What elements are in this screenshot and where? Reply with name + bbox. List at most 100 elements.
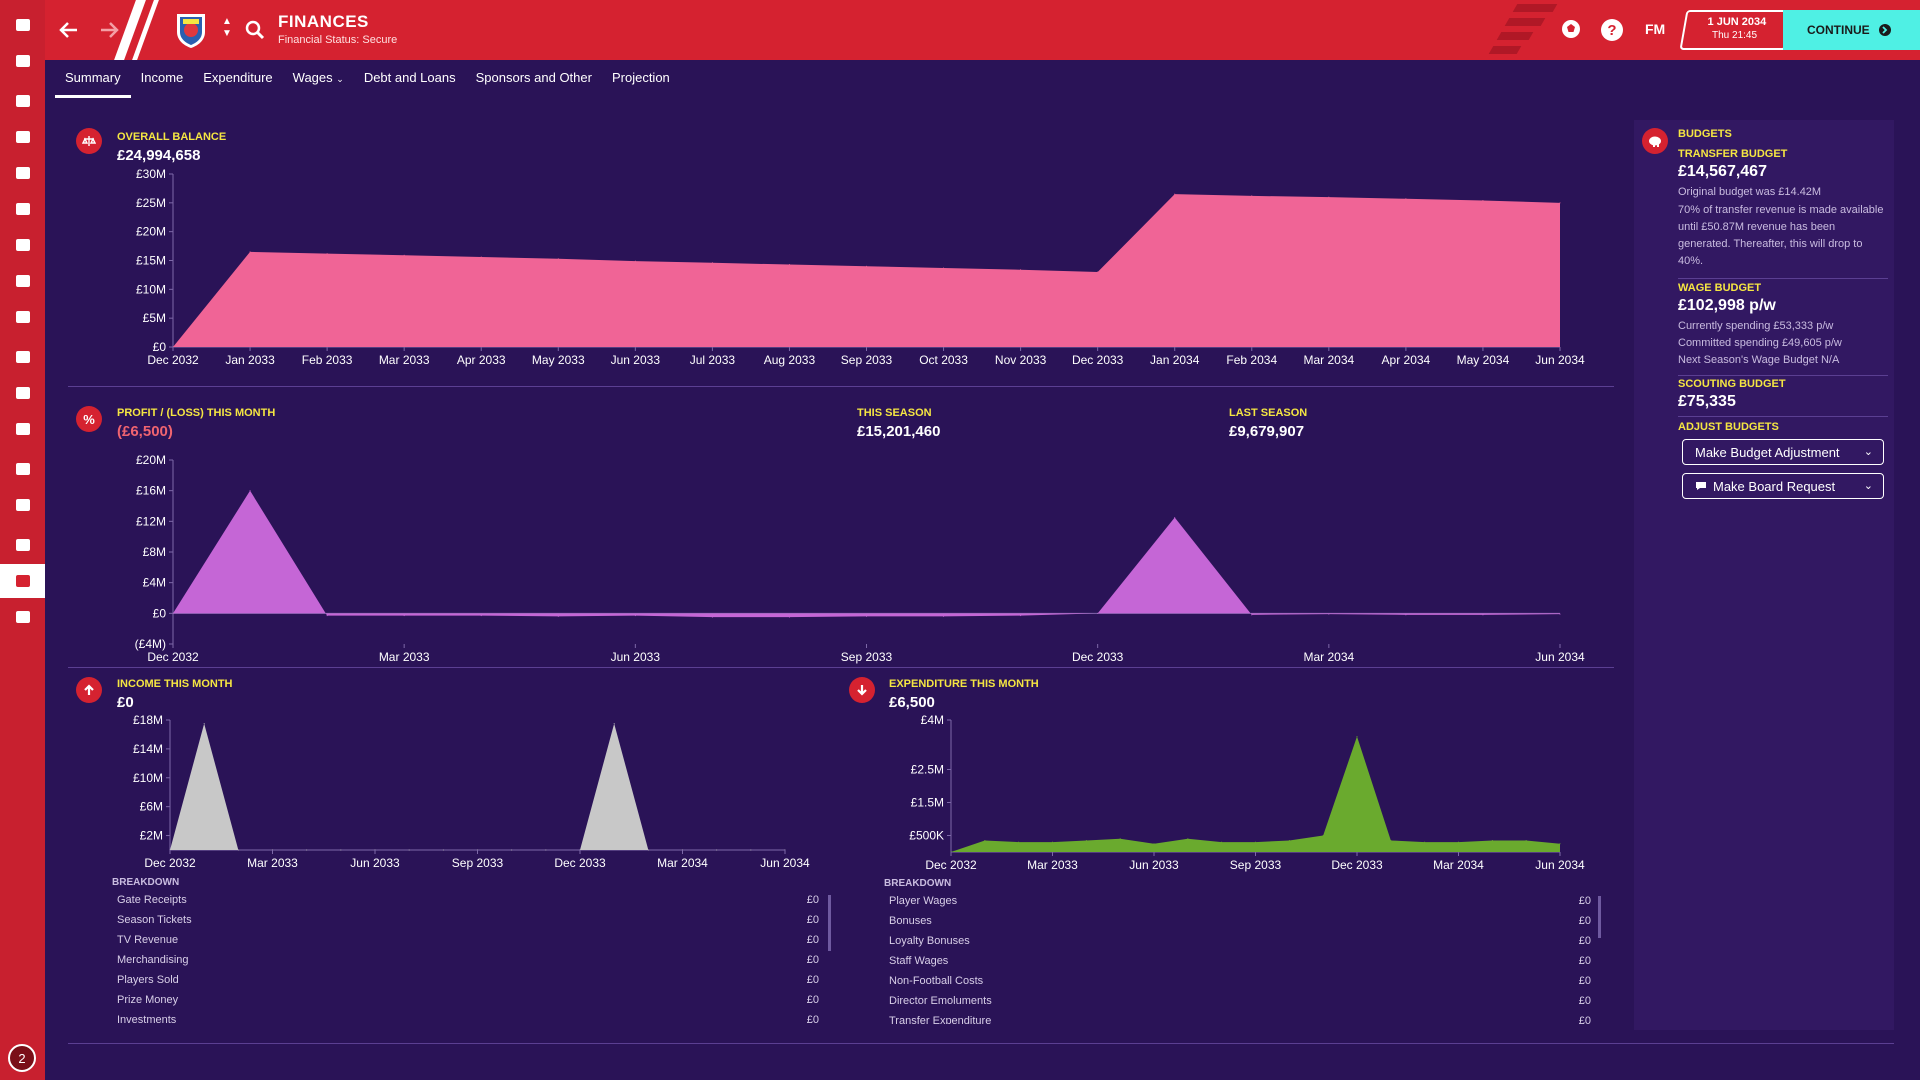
- tab-income[interactable]: Income: [131, 66, 194, 94]
- sidebar-club-vision-button[interactable]: [0, 488, 45, 522]
- tab-label: Summary: [65, 70, 121, 85]
- tab-expenditure[interactable]: Expenditure: [193, 66, 282, 94]
- sidebar-home-button[interactable]: [0, 8, 45, 42]
- profit-chart-point: [711, 616, 713, 618]
- help-icon[interactable]: ?: [1601, 19, 1623, 41]
- balance-chart-x-tick-label: Dec 2033: [1072, 353, 1124, 367]
- tab-label: Debt and Loans: [363, 70, 456, 85]
- balance-chart-point: [1020, 269, 1022, 271]
- expenditure-arrow-down-icon: [849, 677, 875, 703]
- tab-sponsors-and-other[interactable]: Sponsors and Other: [466, 66, 602, 94]
- make-budget-adjustment-button[interactable]: Make Budget Adjustment ⌄: [1682, 439, 1884, 465]
- balance-scale-icon: [76, 128, 102, 154]
- continue-button[interactable]: CONTINUE: [1783, 10, 1920, 50]
- expenditure-chart-x-tick-label: Dec 2033: [1331, 858, 1383, 872]
- profit-chart-x-tick-label: Sep 2033: [841, 650, 893, 664]
- scouting-icon: [15, 423, 30, 435]
- expenditure-breakdown-row-name: Transfer Expenditure: [889, 1015, 992, 1024]
- expenditure-breakdown-row-value: £0: [1578, 955, 1591, 967]
- tab-debt-and-loans[interactable]: Debt and Loans: [354, 66, 466, 94]
- search-icon[interactable]: [245, 20, 265, 40]
- expenditure-label: EXPENDITURE THIS MONTH: [889, 678, 1039, 690]
- club-vision-icon: [15, 499, 30, 511]
- income-scrollbar[interactable]: [828, 895, 831, 951]
- expenditure-chart-point: [1525, 839, 1527, 841]
- income-chart-x-tick-label: Mar 2033: [247, 856, 298, 870]
- profit-chart-point: [943, 615, 945, 617]
- football-icon[interactable]: [1560, 18, 1582, 40]
- transfers-icon: [15, 463, 30, 475]
- balance-chart-point: [1482, 200, 1484, 202]
- income-label: INCOME THIS MONTH: [117, 678, 233, 690]
- profit-chart-point: [1174, 517, 1176, 518]
- income-chart-x-tick-label: Dec 2032: [144, 856, 196, 870]
- tab-projection[interactable]: Projection: [602, 66, 680, 94]
- profit-chart-point: [1251, 614, 1253, 616]
- forward-arrow-icon[interactable]: [97, 18, 121, 42]
- income-chart-y-tick-label: £14M: [133, 742, 163, 756]
- balance-chart-x-tick-label: May 2034: [1457, 353, 1510, 367]
- sidebar-transfers-button[interactable]: [0, 452, 45, 486]
- budgets-divider: [1678, 416, 1888, 417]
- make-board-request-button[interactable]: Make Board Request ⌄: [1682, 473, 1884, 499]
- club-switch-icon[interactable]: ▲ ▼: [222, 16, 232, 39]
- profit-chart-x-tick-label: Mar 2033: [379, 650, 430, 664]
- page-title: FINANCES: [278, 12, 369, 31]
- expenditure-breakdown-row-name: Staff Wages: [889, 955, 949, 967]
- wage-budget-value: £102,998 p/w: [1678, 297, 1776, 314]
- expenditure-chart-x-tick-label: Dec 2032: [925, 858, 977, 872]
- balance-chart-point: [249, 251, 251, 253]
- income-chart-point: [237, 849, 239, 851]
- balance-chart-point: [557, 258, 559, 260]
- dev-centre-icon: [15, 539, 30, 551]
- expenditure-breakdown-row-value: £0: [1578, 895, 1591, 907]
- sidebar-dynamics-button[interactable]: [0, 156, 45, 190]
- chevron-down-icon: ⌄: [1863, 480, 1873, 492]
- balance-chart-point: [1251, 195, 1253, 197]
- sidebar-training-button[interactable]: [0, 264, 45, 298]
- balance-chart-point: [403, 254, 405, 256]
- expenditure-chart-point: [1119, 838, 1121, 840]
- sidebar-finances-button[interactable]: [0, 564, 45, 598]
- club-crest-icon[interactable]: [173, 10, 209, 50]
- sidebar-dev-centre-button[interactable]: [0, 528, 45, 562]
- wage-committed-spending: Committed spending £49,605 p/w: [1678, 337, 1842, 349]
- back-arrow-icon[interactable]: [57, 18, 81, 42]
- balance-chart-x-tick-label: Sep 2033: [841, 353, 893, 367]
- expenditure-breakdown-row-name: Loyalty Bonuses: [889, 935, 970, 947]
- sidebar: [0, 0, 45, 1080]
- tactics-icon: [15, 131, 30, 143]
- notifications-badge[interactable]: 2: [8, 1044, 36, 1072]
- balance-chart-point: [943, 267, 945, 269]
- expenditure-breakdown-row-value: £0: [1578, 1015, 1591, 1024]
- fm-menu-button[interactable]: FM: [1645, 21, 1666, 37]
- header-bar: ▲ ▼ FINANCES Financial Status: Secure ? F…: [45, 0, 1920, 60]
- sidebar-schedule-button[interactable]: [0, 340, 45, 374]
- sidebar-medical-button[interactable]: [0, 300, 45, 334]
- balance-chart-x-tick-label: Jan 2034: [1150, 353, 1200, 367]
- sidebar-reports-button[interactable]: [0, 192, 45, 226]
- budgets-panel: BUDGETS TRANSFER BUDGET £14,567,467 Orig…: [1634, 120, 1894, 1030]
- sidebar-scouting-button[interactable]: [0, 412, 45, 446]
- income-breakdown-row: Players Sold £0: [117, 974, 819, 986]
- tab-wages[interactable]: Wages ⌄: [283, 66, 354, 94]
- income-breakdown-row-name: Merchandising: [117, 954, 189, 966]
- income-breakdown-row: Investments £0: [117, 1014, 819, 1023]
- expenditure-chart-point: [1424, 841, 1426, 843]
- sidebar-squad-button[interactable]: [0, 84, 45, 118]
- tab-summary[interactable]: Summary: [55, 66, 131, 98]
- sidebar-data-hub-button[interactable]: [0, 600, 45, 634]
- sidebar-tactics-button[interactable]: [0, 120, 45, 154]
- expenditure-scrollbar[interactable]: [1598, 896, 1601, 938]
- sidebar-staff-button[interactable]: [0, 228, 45, 262]
- profit-chart-y-tick-label: £8M: [143, 545, 166, 559]
- transfer-budget-original: Original budget was £14.42M: [1678, 186, 1822, 198]
- sidebar-competitions-button[interactable]: [0, 376, 45, 410]
- income-breakdown-row: Season Tickets £0: [117, 914, 819, 926]
- medical-icon: [15, 311, 30, 323]
- budgets-divider: [1678, 375, 1888, 376]
- sidebar-inbox-button[interactable]: [0, 44, 45, 78]
- balance-chart-x-tick-label: Jun 2033: [611, 353, 661, 367]
- income-breakdown-row-value: £0: [806, 934, 819, 946]
